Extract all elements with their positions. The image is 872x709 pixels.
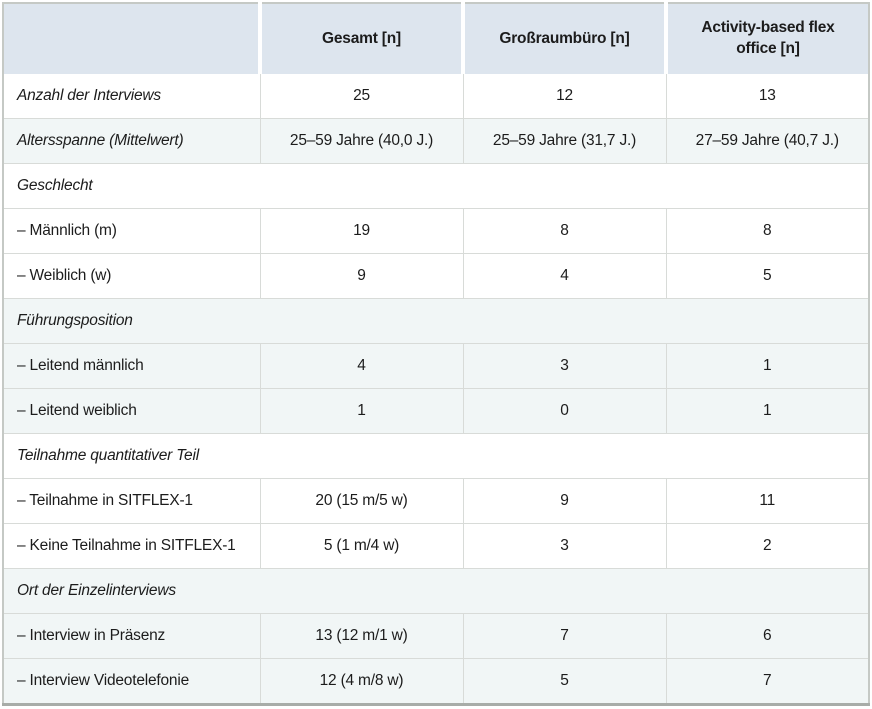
value-cell: 25–59 Jahre (40,0 J.) <box>259 118 463 164</box>
section-label-cell: Führungsposition <box>3 298 869 344</box>
row-label-cell: – Männlich (m) <box>3 208 260 254</box>
table-row: Anzahl der Interviews 25 12 13 <box>3 74 869 119</box>
section-row: Führungsposition <box>3 298 869 344</box>
table-row: – Teilnahme in SITFLEX-1 20 (15 m/5 w) 9 11 <box>3 478 869 524</box>
value-cell: 25–59 Jahre (31,7 J.) <box>462 118 666 164</box>
row-label-cell: – Interview Videotelefonie <box>3 658 260 705</box>
table-body: Anzahl der Interviews 25 12 13 Altersspanne … <box>3 74 869 705</box>
value-cell: 11 <box>665 478 869 524</box>
value-cell: 4 <box>259 343 463 389</box>
column-header-grossraumbuero: Großraumbüro [n] <box>461 3 666 74</box>
value-cell: 7 <box>462 613 666 659</box>
row-label-cell: – Weiblich (w) <box>3 253 260 299</box>
table-row: – Keine Teilnahme in SITFLEX-1 5 (1 m/4 w… <box>3 523 869 569</box>
value-cell: 7 <box>665 658 869 705</box>
value-cell: 1 <box>665 388 869 434</box>
column-header-empty <box>3 3 260 74</box>
value-cell: 0 <box>462 388 666 434</box>
section-row: Teilnahme quantitativer Teil <box>3 433 869 479</box>
section-label-cell: Ort der Einzelinterviews <box>3 568 869 614</box>
row-label-cell: – Leitend männlich <box>3 343 260 389</box>
table-row: – Weiblich (w) 9 4 5 <box>3 253 869 299</box>
value-cell: 5 (1 m/4 w) <box>259 523 463 569</box>
row-label-cell: – Keine Teilnahme in SITFLEX-1 <box>3 523 260 569</box>
value-cell: 5 <box>462 658 666 705</box>
value-cell: 19 <box>259 208 463 254</box>
value-cell: 1 <box>259 388 463 434</box>
value-cell: 8 <box>665 208 869 254</box>
value-cell: 1 <box>665 343 869 389</box>
section-row: Geschlecht <box>3 163 869 209</box>
value-cell: 9 <box>259 253 463 299</box>
value-cell: 4 <box>462 253 666 299</box>
row-label-cell: – Teilnahme in SITFLEX-1 <box>3 478 260 524</box>
value-cell: 8 <box>462 208 666 254</box>
table-row: – Männlich (m) 19 8 8 <box>3 208 869 254</box>
table-row: – Leitend weiblich 1 0 1 <box>3 388 869 434</box>
section-row: Ort der Einzelinterviews <box>3 568 869 614</box>
row-label-cell: – Interview in Präsenz <box>3 613 260 659</box>
table-row: – Interview in Präsenz 13 (12 m/1 w) 7 6 <box>3 613 869 659</box>
table-row: – Leitend männlich 4 3 1 <box>3 343 869 389</box>
value-cell: 13 <box>665 74 869 119</box>
value-cell: 12 (4 m/8 w) <box>259 658 463 705</box>
table-row: Altersspanne (Mittelwert) 25–59 Jahre (40… <box>3 118 869 164</box>
section-label-cell: Geschlecht <box>3 163 869 209</box>
value-cell: 20 (15 m/5 w) <box>259 478 463 524</box>
value-cell: 3 <box>462 523 666 569</box>
column-header-gesamt: Gesamt [n] <box>258 3 463 74</box>
row-label-cell: Altersspanne (Mittelwert) <box>3 118 260 164</box>
value-cell: 9 <box>462 478 666 524</box>
row-label-cell: Anzahl der Interviews <box>3 74 260 119</box>
table-header: Gesamt [n] Großraumbüro [n] Activity-bas… <box>3 3 869 74</box>
value-cell: 3 <box>462 343 666 389</box>
value-cell: 13 (12 m/1 w) <box>259 613 463 659</box>
value-cell: 12 <box>462 74 666 119</box>
value-cell: 27–59 Jahre (40,7 J.) <box>665 118 869 164</box>
header-row: Gesamt [n] Großraumbüro [n] Activity-bas… <box>3 3 869 74</box>
column-header-activity-based: Activity-based flex office [n] <box>664 3 869 74</box>
table-row: – Interview Videotelefonie 12 (4 m/8 w) 5 7 <box>3 658 869 705</box>
section-label-cell: Teilnahme quantitativer Teil <box>3 433 869 479</box>
value-cell: 6 <box>665 613 869 659</box>
value-cell: 2 <box>665 523 869 569</box>
value-cell: 5 <box>665 253 869 299</box>
value-cell: 25 <box>259 74 463 119</box>
row-label-cell: – Leitend weiblich <box>3 388 260 434</box>
